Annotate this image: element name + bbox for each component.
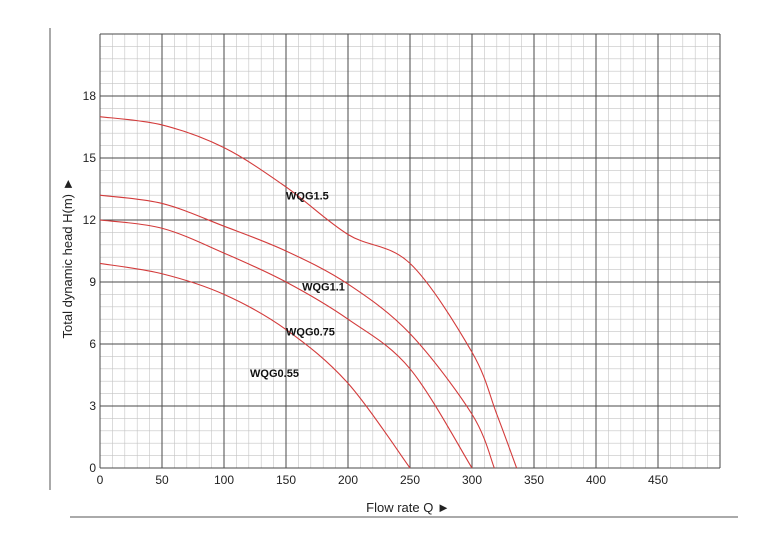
series-line-wqg1-1 bbox=[99, 194, 495, 469]
x-tick-label: 150 bbox=[276, 473, 296, 487]
y-axis-label: Total dynamic head H(m) ► bbox=[60, 178, 75, 339]
series-lines bbox=[99, 116, 518, 469]
y-tick-label: 6 bbox=[89, 337, 96, 351]
y-tick-label: 12 bbox=[83, 213, 97, 227]
series-labels: WQG1.5 WQG1.1 WQG0.75 WQG0.55 bbox=[250, 190, 345, 380]
x-tick-label: 300 bbox=[462, 473, 482, 487]
x-tick-label: 450 bbox=[648, 473, 668, 487]
x-tick-label: 400 bbox=[586, 473, 606, 487]
x-tick-label: 100 bbox=[214, 473, 234, 487]
y-tick-label: 9 bbox=[89, 275, 96, 289]
series-label: WQG1.5 bbox=[286, 190, 329, 202]
series-label: WQG0.75 bbox=[286, 327, 335, 339]
series-line-wqg0-75 bbox=[99, 219, 473, 469]
x-tick-label: 200 bbox=[338, 473, 358, 487]
y-tick-label: 18 bbox=[83, 89, 97, 103]
series-label: WQG0.55 bbox=[250, 368, 299, 380]
series-label: WQG1.1 bbox=[302, 281, 345, 293]
y-tick-label: 0 bbox=[89, 461, 96, 475]
y-tick-label: 15 bbox=[83, 151, 97, 165]
x-axis-label: Flow rate Q ► bbox=[366, 500, 450, 515]
series-line-wqg0-55 bbox=[99, 262, 411, 469]
x-tick-label: 0 bbox=[97, 473, 104, 487]
x-tick-label: 350 bbox=[524, 473, 544, 487]
tick-labels: 0 50 100 150 200 250 300 350 400 450 0 3 6 9 12 15 18 bbox=[83, 89, 669, 487]
series-line-wqg1-5 bbox=[99, 116, 518, 469]
x-tick-label: 50 bbox=[155, 473, 169, 487]
major-grid bbox=[99, 33, 721, 469]
y-tick-label: 3 bbox=[89, 399, 96, 413]
x-tick-label: 250 bbox=[400, 473, 420, 487]
